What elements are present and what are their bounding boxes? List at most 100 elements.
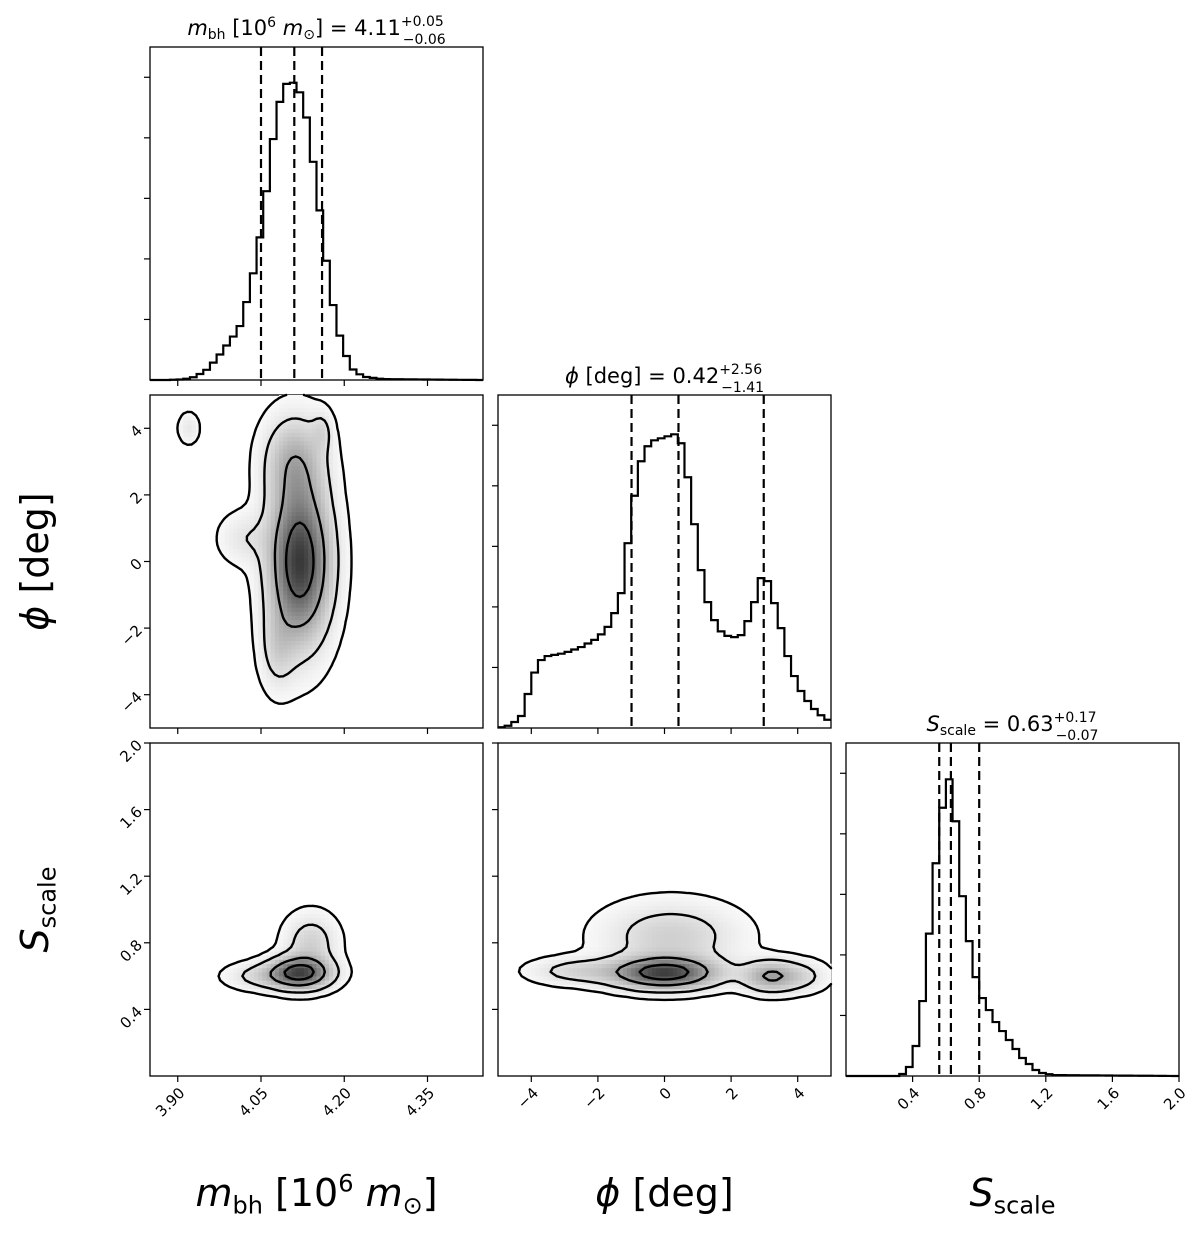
- x-tick-label: −4: [514, 1084, 542, 1112]
- density-cell: [249, 586, 255, 592]
- density-cell: [295, 524, 301, 529]
- density-cell: [304, 553, 309, 558]
- density-cell: [295, 407, 301, 413]
- density-cell: [316, 909, 322, 915]
- density-cell: [274, 407, 280, 413]
- density-cell: [304, 482, 309, 487]
- density-cell: [328, 511, 334, 517]
- density-cell: [647, 934, 653, 940]
- density-cell: [304, 661, 309, 666]
- density-cell: [312, 573, 317, 579]
- density-cell: [291, 532, 297, 537]
- density-cell: [287, 511, 292, 517]
- density-cell: [743, 971, 749, 977]
- density-cell: [337, 569, 342, 575]
- density-cell: [299, 507, 305, 512]
- density-cell: [279, 549, 284, 554]
- density-cell: [614, 917, 620, 923]
- density-cell: [341, 503, 347, 508]
- density-cell: [249, 590, 255, 596]
- density-cell: [676, 934, 682, 940]
- density-cell: [718, 951, 724, 956]
- density-cell: [254, 453, 259, 458]
- density-cell: [266, 615, 272, 621]
- density-cell: [726, 967, 732, 973]
- density-cell: [266, 524, 272, 529]
- density-cell: [333, 926, 338, 931]
- density-cell: [312, 490, 317, 496]
- density-cell: [345, 519, 351, 525]
- density-cell: [312, 415, 317, 421]
- density-shading: [518, 892, 832, 1002]
- density-cell: [597, 921, 603, 927]
- y-tick-label: 0.4: [116, 1003, 146, 1033]
- density-cell: [685, 909, 690, 915]
- density-cell: [262, 594, 267, 600]
- density-cell: [320, 930, 326, 935]
- density-cell: [731, 988, 736, 994]
- density-cell: [735, 930, 740, 935]
- density-cell: [735, 938, 740, 944]
- density-cell: [618, 921, 624, 927]
- density-cell: [291, 980, 297, 985]
- density-cell: [291, 432, 297, 438]
- density-cell: [270, 549, 276, 554]
- density-cell: [224, 540, 230, 546]
- density-cell: [308, 673, 313, 679]
- density-cell: [697, 951, 703, 956]
- density-cell: [279, 478, 284, 483]
- density-cell: [672, 984, 678, 989]
- density-cell: [622, 921, 628, 927]
- density-cell: [308, 661, 313, 666]
- density-cell: [299, 553, 305, 558]
- density-cell: [618, 967, 624, 973]
- density-cell: [291, 486, 297, 492]
- density-cell: [304, 573, 309, 579]
- density-cell: [254, 955, 259, 960]
- density-cell: [304, 544, 309, 550]
- density-cell: [254, 507, 259, 512]
- density-cell: [581, 980, 586, 985]
- density-cell: [701, 951, 707, 956]
- density-cell: [747, 917, 753, 923]
- density-cell: [312, 524, 317, 529]
- density-cell: [195, 428, 201, 433]
- density-cell: [714, 959, 720, 965]
- density-cell: [279, 490, 284, 496]
- density-cell: [316, 594, 322, 600]
- density-cell: [283, 395, 288, 400]
- density-cell: [535, 959, 541, 965]
- density-cell: [718, 984, 724, 989]
- density-cell: [299, 980, 305, 985]
- density-cell: [760, 971, 765, 977]
- density-cell: [262, 582, 267, 587]
- density-cell: [254, 490, 259, 496]
- density-cell: [337, 603, 342, 608]
- density-cell: [689, 951, 695, 956]
- density-cell: [320, 515, 326, 521]
- density-cell: [274, 403, 280, 408]
- density-cell: [241, 524, 247, 529]
- density-cell: [718, 930, 724, 935]
- density-cell: [706, 934, 711, 940]
- density-cell: [245, 959, 251, 965]
- density-cell: [531, 967, 536, 973]
- density-cell: [295, 669, 301, 675]
- density-cell: [320, 926, 326, 931]
- density-cell: [664, 951, 670, 956]
- density-cell: [622, 909, 628, 915]
- density-cell: [316, 507, 322, 512]
- density-cell: [179, 432, 184, 438]
- density-cell: [279, 644, 284, 650]
- x-tick-label: 4.35: [402, 1084, 438, 1120]
- density-cell: [249, 490, 255, 496]
- density-cell: [258, 557, 263, 562]
- density-cell: [614, 905, 620, 910]
- density-cell: [324, 407, 330, 413]
- density-cell: [668, 980, 674, 985]
- density-cell: [793, 967, 799, 973]
- density-cell: [743, 988, 749, 994]
- density-cell: [772, 955, 778, 960]
- density-cell: [287, 490, 292, 496]
